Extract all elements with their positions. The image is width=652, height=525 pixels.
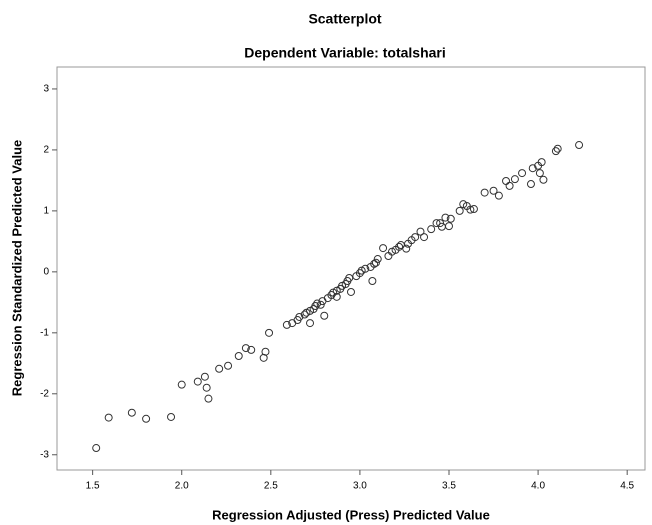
- point: [489, 186, 498, 195]
- point: [104, 413, 113, 422]
- point: [402, 244, 411, 253]
- point: [469, 205, 478, 214]
- point: [247, 345, 256, 354]
- point: [505, 181, 514, 190]
- x-tick-label: 4.0: [531, 481, 545, 492]
- x-tick-label: 2.0: [175, 481, 189, 492]
- point: [320, 311, 329, 320]
- chart-title: Scatterplot: [308, 11, 381, 27]
- point: [441, 213, 450, 222]
- point: [416, 227, 425, 236]
- point: [379, 244, 388, 253]
- point: [436, 219, 445, 228]
- point: [494, 191, 503, 200]
- point: [92, 444, 101, 453]
- point: [142, 414, 151, 423]
- point: [445, 222, 453, 231]
- point: [539, 175, 548, 184]
- y-axis-title: Regression Standardized Predicted Value: [9, 140, 24, 396]
- point: [368, 276, 377, 285]
- y-tick-label: -2: [40, 388, 49, 399]
- point: [167, 412, 176, 421]
- point: [537, 158, 546, 167]
- y-tick-label: 3: [43, 84, 49, 95]
- point: [327, 291, 336, 300]
- point: [241, 344, 250, 353]
- x-tick-label: 4.5: [620, 481, 634, 492]
- point: [200, 372, 209, 381]
- point: [234, 351, 243, 360]
- point: [345, 273, 354, 282]
- x-tick-label: 3.5: [442, 481, 456, 492]
- plot-area: [56, 66, 646, 471]
- point: [215, 364, 224, 373]
- point: [204, 394, 213, 403]
- point: [355, 269, 364, 278]
- x-tick-label: 1.5: [86, 481, 100, 492]
- point: [259, 353, 268, 362]
- point: [361, 264, 370, 273]
- point: [518, 169, 527, 178]
- point: [466, 205, 475, 214]
- point: [395, 242, 404, 251]
- point: [528, 164, 537, 173]
- y-tick-label: 2: [43, 145, 49, 156]
- point: [311, 301, 320, 310]
- point: [202, 383, 211, 392]
- point: [553, 144, 562, 153]
- point: [427, 225, 436, 234]
- point: [432, 219, 441, 228]
- point: [177, 380, 186, 389]
- point: [265, 328, 274, 337]
- y-tick-label: 0: [43, 266, 49, 277]
- point: [127, 408, 136, 417]
- y-tick-label: -3: [40, 449, 49, 460]
- point: [193, 377, 202, 386]
- point: [332, 292, 341, 301]
- chart-subtitle: Dependent Variable: totalshari: [244, 45, 446, 61]
- point: [411, 233, 420, 242]
- x-tick-label: 2.5: [264, 481, 278, 492]
- point: [446, 214, 455, 223]
- point: [575, 141, 584, 150]
- point: [373, 255, 382, 264]
- point: [306, 319, 315, 328]
- point: [313, 299, 322, 308]
- point: [480, 188, 489, 197]
- point: [224, 361, 233, 370]
- point: [535, 169, 544, 178]
- point: [455, 206, 464, 215]
- x-axis-title: Regression Adjusted (Press) Predicted Va…: [212, 507, 490, 522]
- point: [551, 147, 560, 156]
- y-tick-label: 1: [43, 206, 49, 217]
- point: [282, 320, 291, 329]
- point: [300, 310, 309, 319]
- point: [420, 233, 429, 242]
- x-tick-label: 3.0: [353, 481, 367, 492]
- point: [510, 175, 519, 184]
- point: [295, 312, 304, 321]
- point: [261, 347, 270, 356]
- y-tick-label: -1: [40, 327, 49, 338]
- point: [526, 180, 535, 189]
- point: [347, 287, 355, 296]
- point: [371, 258, 380, 267]
- point: [316, 300, 325, 309]
